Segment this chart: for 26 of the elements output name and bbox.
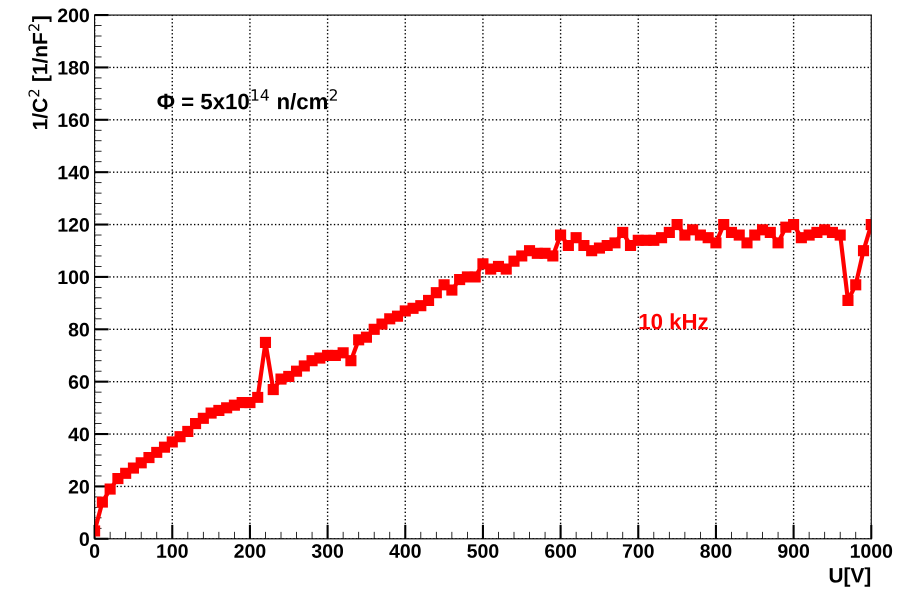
x-tick-label: 500 [467,544,498,558]
text: 10 kHz [640,313,708,330]
annotation: Φ = 5x10$^{14}$ n/cm$^{2}$ [157,89,337,110]
x-axis-title: U[V] [830,567,870,587]
x-tick-label: 200 [234,544,266,558]
y-axis-title: 1/C$^{2}$ [1/nF$^{2}$] [28,16,52,129]
y-tick-label: 140 [58,166,89,180]
y-tick-label: 160 [58,113,89,128]
x-tick-label: 800 [700,544,732,558]
x-tick-label: 700 [622,544,654,558]
y-tick-label: 200 [58,8,89,22]
y-tick-label: 180 [58,60,89,75]
x-tick-label: 400 [389,544,421,558]
y-tick-label: 0 [80,532,89,546]
x-tick-label: 100 [157,544,188,558]
y-tick-label: 80 [68,322,89,337]
y-tick-label: 120 [58,218,89,232]
x-tick-label: 300 [312,544,344,558]
x-tick-label: 600 [545,544,576,558]
y-tick-label: 100 [58,270,89,284]
y-tick-label: 40 [68,428,89,442]
y-tick-label: 60 [68,375,89,389]
x-tick-label: 900 [778,544,810,558]
x-tick-label: 1000 [850,544,892,558]
x-tick-label: 0 [90,544,100,558]
y-tick-label: 20 [68,480,89,494]
